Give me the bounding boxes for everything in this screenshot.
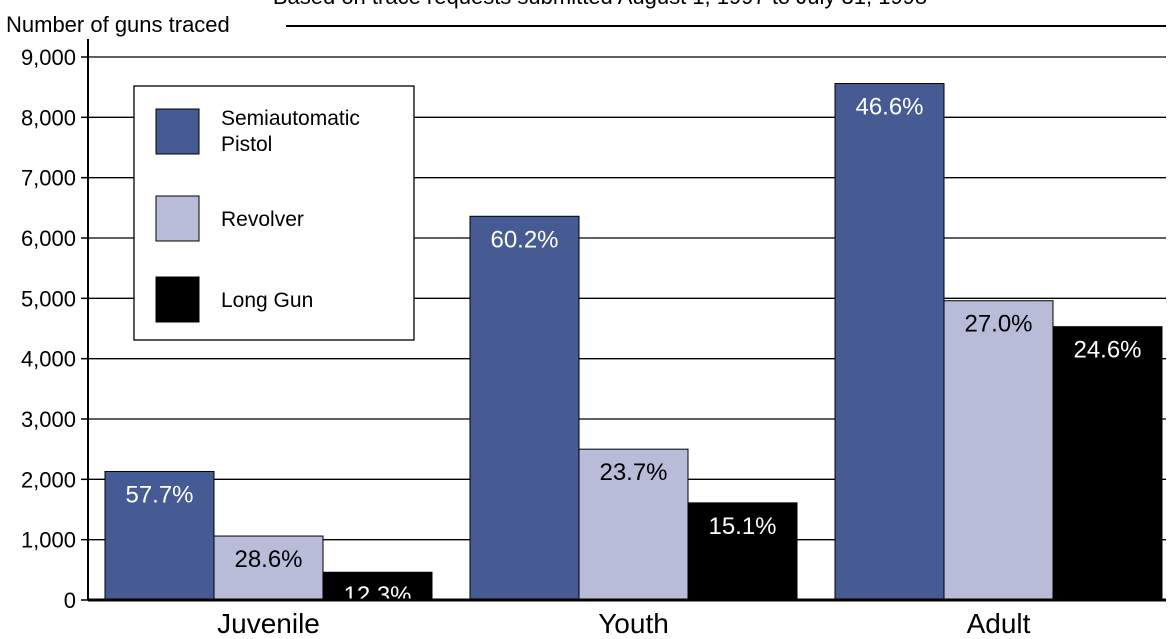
- y-tick-label: 2,000: [21, 467, 76, 492]
- bar: [687, 502, 798, 601]
- y-tick-label: 9,000: [21, 45, 76, 70]
- bar-data-label: 57.7%: [125, 481, 193, 508]
- legend-swatch: [155, 276, 200, 323]
- legend-label: Semiautomatic: [221, 107, 360, 130]
- y-tick-label: 5,000: [21, 286, 76, 311]
- axes: 0 1,000 2,000 3,000 4,000 5,000 6,000 7,000 8,00…: [21, 25, 1166, 639]
- legend: Semiautomatic Pistol Revolver Long Gun: [133, 85, 415, 341]
- bar: [469, 215, 580, 601]
- y-axis-label: Number of guns traced: [6, 12, 230, 37]
- x-category-label: Adult: [967, 608, 1031, 639]
- x-category-label: Youth: [598, 608, 669, 639]
- legend-label: Long Gun: [221, 289, 313, 312]
- bar-data-label: 15.1%: [708, 513, 776, 540]
- bar: [578, 448, 689, 601]
- bar-data-label: 23.7%: [599, 459, 667, 486]
- bar: [834, 83, 945, 601]
- bar-data-label: 60.2%: [490, 226, 558, 253]
- chart-subtitle: Based on trace requests submitted August…: [273, 0, 927, 9]
- y-tick-label: 8,000: [21, 105, 76, 130]
- legend-swatch: [155, 195, 200, 242]
- bar-data-label: 27.0%: [964, 311, 1032, 338]
- bar-data-label: 24.6%: [1073, 337, 1141, 364]
- bar: [1052, 326, 1163, 601]
- legend-label: Revolver: [221, 208, 304, 231]
- x-category-label: Juvenile: [217, 608, 320, 639]
- legend-swatch: [155, 108, 200, 155]
- y-tick-label: 3,000: [21, 407, 76, 432]
- bar: [213, 535, 324, 601]
- y-tick-label: 6,000: [21, 226, 76, 251]
- bar: [322, 571, 433, 601]
- bar-data-label: 28.6%: [234, 546, 302, 573]
- bars: 57.7% 60.2% 46.6% 28.6% 23.7% 27.0% 12.3% 15.1%…: [104, 83, 1163, 609]
- y-tick-label: 4,000: [21, 347, 76, 372]
- legend-label: Pistol: [221, 133, 272, 156]
- y-tick-label: 7,000: [21, 166, 76, 191]
- bar-data-label: 46.6%: [855, 94, 923, 121]
- y-tick-label: 1,000: [21, 528, 76, 553]
- bar: [943, 300, 1054, 601]
- y-tick-label: 0: [64, 588, 76, 613]
- bar-data-label: 12.3%: [343, 582, 411, 609]
